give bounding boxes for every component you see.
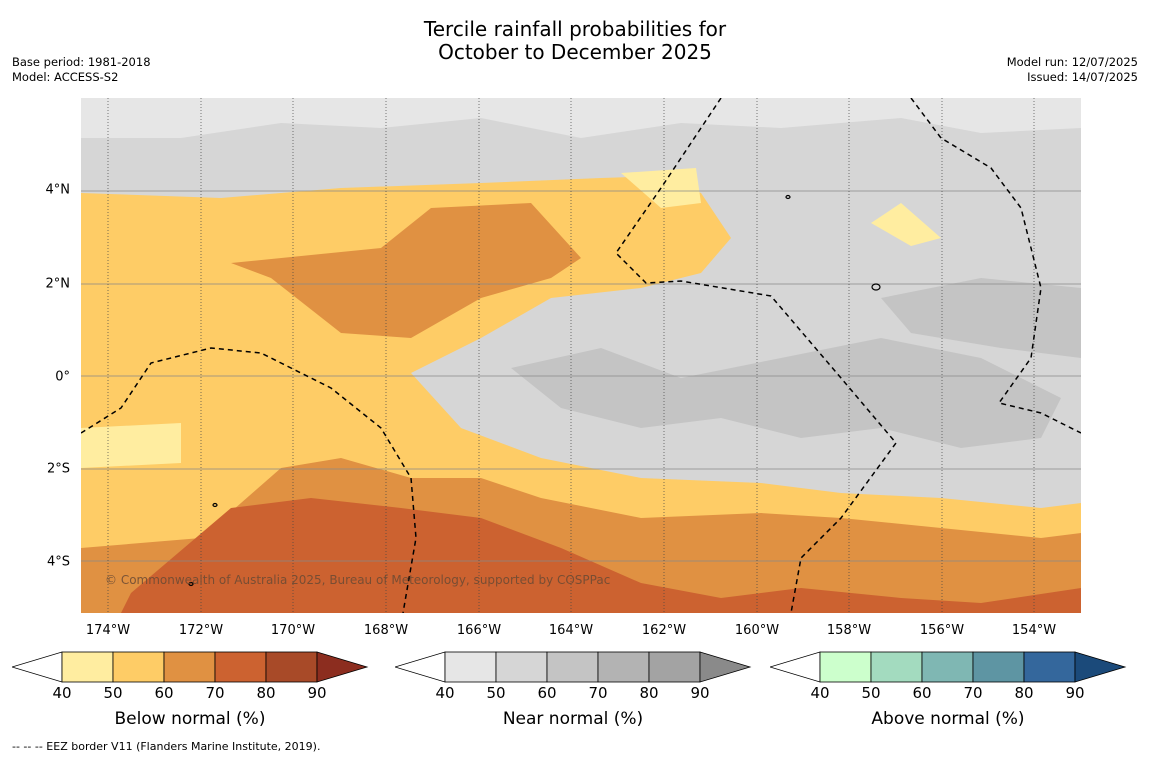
lon-label-158w: 158°W <box>826 623 872 638</box>
lon-label-154w: 154°W <box>1011 623 1057 638</box>
cb2-tick: 90 <box>690 684 710 702</box>
colorbar-swatch <box>921 651 974 683</box>
colorbar-swatch <box>163 651 216 683</box>
colorbar-low-extension <box>12 651 63 683</box>
colorbar-above-normal-swatches <box>770 651 1127 683</box>
colorbar-near-normal-swatches <box>395 651 752 683</box>
near-normal-60-region-east <box>881 278 1081 358</box>
cb2-tick: 40 <box>435 684 455 702</box>
colorbar-title-above-normal: Above normal (%) <box>871 709 1025 729</box>
colorbar-swatch <box>214 651 267 683</box>
copyright-notice: © Commonwealth of Australia 2025, Bureau… <box>105 573 611 587</box>
colorbar-swatch <box>546 651 599 683</box>
colorbar-swatch <box>444 651 497 683</box>
lat-label-2s: 2°S <box>46 461 70 477</box>
map-title: Tercile rainfall probabilities for Octob… <box>0 18 1150 64</box>
colorbar-swatch <box>870 651 923 683</box>
cb2-tick: 50 <box>486 684 506 702</box>
lat-label-0: 0° <box>55 369 70 385</box>
lon-label-164w: 164°W <box>548 623 594 638</box>
cb2-tick: 80 <box>639 684 659 702</box>
meta-right: Model run: 12/07/2025 Issued: 14/07/2025 <box>1007 55 1138 85</box>
lon-label-162w: 162°W <box>641 623 687 638</box>
colorbar-high-extension <box>316 651 369 683</box>
below-normal-60-region-north <box>231 203 581 338</box>
cb1-tick: 60 <box>154 684 174 702</box>
model-text: Model: ACCESS-S2 <box>12 70 119 84</box>
cb1-tick: 50 <box>103 684 123 702</box>
meta-left: Base period: 1981-2018 Model: ACCESS-S2 <box>12 55 151 85</box>
cb3-tick: 90 <box>1065 684 1085 702</box>
title-line-2: October to December 2025 <box>438 40 712 64</box>
cb3-tick: 80 <box>1014 684 1034 702</box>
lon-label-172w: 172°W <box>178 623 224 638</box>
cb1-tick: 70 <box>205 684 225 702</box>
map-canvas <box>81 98 1081 613</box>
cb2-tick: 70 <box>588 684 608 702</box>
lon-label-170w: 170°W <box>270 623 316 638</box>
colorbar-title-below-normal: Below normal (%) <box>114 709 266 729</box>
cb1-tick: 80 <box>256 684 276 702</box>
lon-label-166w: 166°W <box>456 623 502 638</box>
colorbar-high-extension <box>1074 651 1127 683</box>
lon-label-174w: 174°W <box>85 623 131 638</box>
colorbar-near-normal <box>395 650 755 684</box>
cb1-tick: 90 <box>307 684 327 702</box>
issued-text: Issued: 14/07/2025 <box>1027 70 1138 84</box>
lat-label-4s: 4°S <box>46 554 70 570</box>
colorbar-above-normal <box>770 650 1130 684</box>
colorbar-swatch <box>972 651 1025 683</box>
latitude-gridlines <box>81 190 1081 562</box>
near-normal-60-region <box>511 338 1061 448</box>
colorbar-below-normal-swatches <box>12 651 369 683</box>
colorbar-swatch <box>648 651 701 683</box>
title-line-1: Tercile rainfall probabilities for <box>423 17 727 41</box>
model-run-text: Model run: 12/07/2025 <box>1006 55 1138 69</box>
lon-label-168w: 168°W <box>363 623 409 638</box>
colorbar-swatch <box>1023 651 1076 683</box>
colorbar-high-extension <box>699 651 752 683</box>
islands <box>188 194 881 587</box>
cb3-tick: 40 <box>810 684 830 702</box>
colorbar-swatch <box>819 651 872 683</box>
colorbar-low-extension <box>395 651 446 683</box>
cb1-tick: 40 <box>52 684 72 702</box>
eez-footnote: -- -- -- EEZ border V11 (Flanders Marine… <box>12 740 321 753</box>
probability-map <box>81 98 1081 613</box>
colorbar-low-extension <box>770 651 821 683</box>
lat-label-4n: 4°N <box>45 182 71 198</box>
colorbar-swatch <box>597 651 650 683</box>
lat-label-2n: 2°N <box>45 276 71 292</box>
colorbar-swatch <box>265 651 318 683</box>
base-period-text: Base period: 1981-2018 <box>12 55 151 69</box>
colorbar-swatch <box>61 651 114 683</box>
cb2-tick: 60 <box>537 684 557 702</box>
below-normal-40-region-east <box>871 203 941 246</box>
cb3-tick: 70 <box>963 684 983 702</box>
eez-borders <box>81 98 1081 613</box>
cb3-tick: 50 <box>861 684 881 702</box>
below-normal-40-region-west <box>81 423 181 468</box>
colorbar-title-near-normal: Near normal (%) <box>502 709 644 729</box>
cb3-tick: 60 <box>912 684 932 702</box>
colorbar-below-normal <box>12 650 372 684</box>
lon-label-156w: 156°W <box>919 623 965 638</box>
longitude-gridlines <box>107 98 1035 613</box>
colorbar-swatch <box>112 651 165 683</box>
colorbar-swatch <box>495 651 548 683</box>
lon-label-160w: 160°W <box>734 623 780 638</box>
below-normal-70-region <box>121 498 1081 613</box>
near-normal-40-region <box>81 98 1081 138</box>
